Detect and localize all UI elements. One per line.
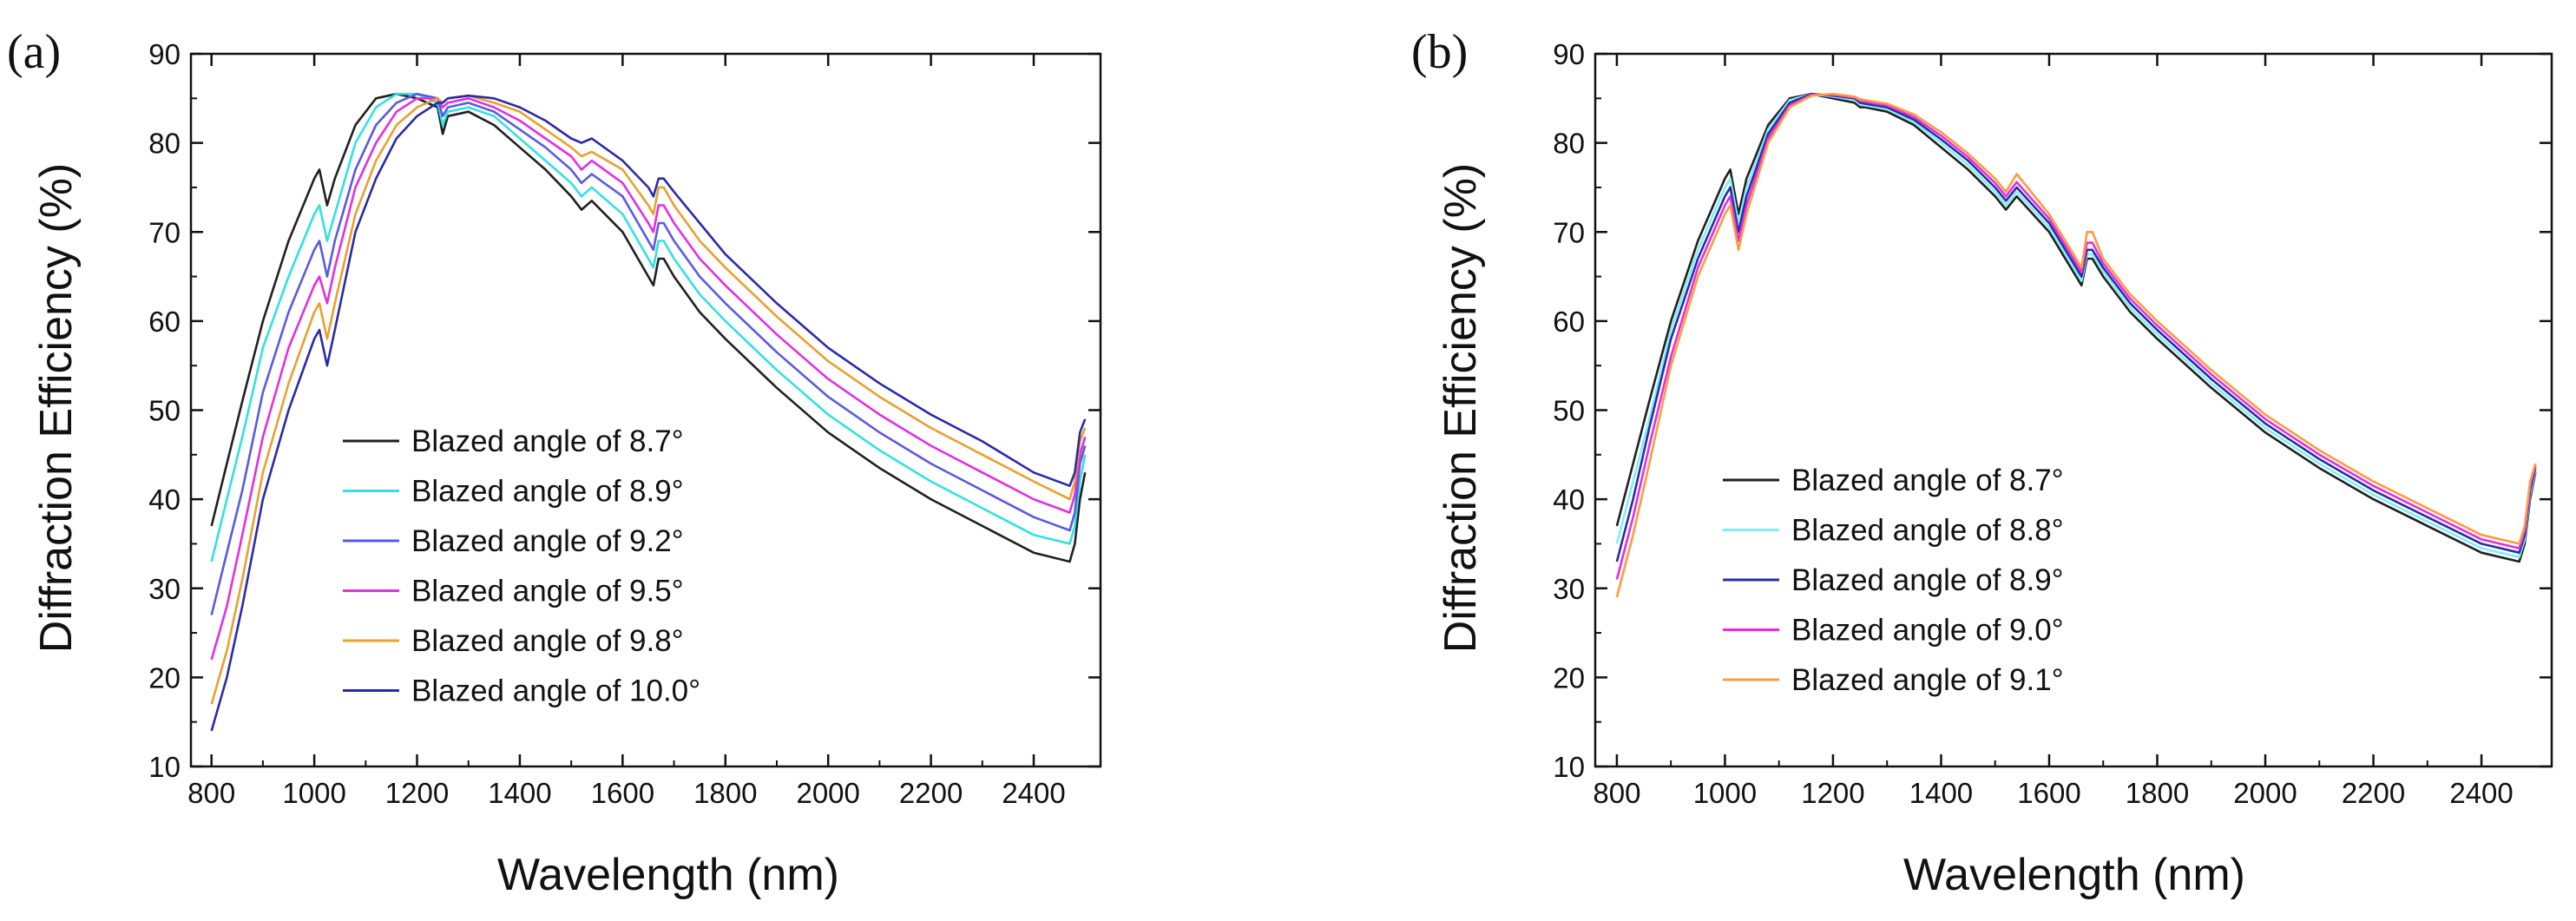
panel-b-x-tick-label: 1600 [2017, 777, 2080, 809]
panel-a-y-tick-label: 90 [148, 38, 181, 70]
panel-a-label: (a) [7, 25, 61, 79]
panel-a-y-tick-label: 20 [148, 661, 181, 694]
panel-a: (a) Diffraction Efficiency (%) Wavelengt… [7, 25, 1102, 900]
panel-a-x-tick-label: 1800 [693, 777, 757, 809]
panel-a-series-line-3 [210, 92, 1087, 615]
panel-a-series-line-2 [210, 92, 1087, 562]
panel-b-series-line-4 [1615, 93, 2537, 580]
panel-a-x-tick-label: 1200 [385, 777, 449, 809]
panel-a-x-tick-label: 1600 [591, 777, 654, 809]
panel-a-legend-label-5: Blazed angle of 9.8° [411, 624, 684, 658]
panel-a-y-tick-label: 70 [148, 216, 181, 248]
panel-b-y-axis-title: Diffraction Efficiency (%) [1436, 163, 1486, 653]
panel-a-legend-label-2: Blazed angle of 8.9° [411, 475, 684, 509]
panel-b-x-tick-label: 2200 [2342, 777, 2405, 809]
panel-b-x-tick-label: 2400 [2449, 777, 2513, 809]
panel-b-label: (b) [1411, 25, 1468, 79]
panel-b-series-line-5 [1615, 92, 2537, 598]
panel-b-series-line-2 [1615, 92, 2537, 559]
panel-a-x-tick-label: 1400 [488, 777, 551, 809]
panel-b-axis-frame [1594, 52, 2553, 768]
panel-a-plot-area: 800 1000 1200 1400 1600 1800 2000 2200 2400 10 20 3… [148, 38, 1102, 809]
panel-a-legend-label-3: Blazed angle of 9.2° [411, 524, 684, 558]
panel-b-x-tick-label: 1800 [2126, 777, 2189, 809]
panel-a-y-tick-label: 80 [148, 128, 181, 160]
panel-b-y-tick-label: 30 [1553, 573, 1585, 605]
panel-a-y-axis-title: Diffraction Efficiency (%) [31, 163, 82, 653]
panel-b-series-line-1 [1615, 92, 2537, 563]
panel-b-x-tick-label: 800 [1593, 777, 1640, 809]
panel-b-x-tick-label: 1000 [1693, 777, 1757, 809]
panel-a-series-line-1 [210, 92, 1087, 563]
panel-a-series-line-5 [210, 94, 1087, 705]
panel-b-legend-label-5: Blazed angle of 9.1° [1791, 663, 2064, 697]
panel-a-x-tick-label: 2000 [796, 777, 859, 809]
panel-b-series-line-3 [1615, 92, 2537, 562]
panel-a-axis-frame [189, 52, 1102, 768]
panel-b-y-tick-label: 60 [1553, 306, 1585, 338]
panel-b-x-tick-label: 2000 [2233, 777, 2297, 809]
panel-a-y-tick-label: 50 [148, 395, 181, 427]
panel-a-y-tick-label: 60 [148, 306, 181, 338]
panel-b-y-tick-label: 10 [1553, 751, 1585, 783]
panel-b-y-tick-label: 40 [1553, 484, 1585, 516]
panel-b-legend-label-1: Blazed angle of 8.7° [1791, 464, 2064, 497]
panel-a-x-axis-title: Wavelength (nm) [497, 850, 839, 900]
panel-a-legend-label-4: Blazed angle of 9.5° [411, 575, 684, 609]
panel-b-legend-label-4: Blazed angle of 9.0° [1791, 614, 2064, 648]
panel-a-y-tick-label: 30 [148, 573, 181, 605]
panel-b-y-tick-label: 50 [1553, 395, 1585, 427]
panel-a-y-tick-label: 10 [148, 751, 181, 783]
panel-a-x-tick-label: 2400 [1002, 777, 1065, 809]
panel-a-y-tick-label: 40 [148, 484, 181, 516]
panel-b-legend-label-2: Blazed angle of 8.8° [1791, 514, 2064, 548]
panel-b-y-tick-label: 70 [1553, 216, 1585, 248]
panel-a-x-tick-label: 2200 [899, 777, 963, 809]
panel-a-legend-label-6: Blazed angle of 10.0° [411, 674, 700, 708]
panel-b-y-tick-label: 80 [1553, 128, 1585, 160]
panel-b-legend-label-3: Blazed angle of 8.9° [1791, 563, 2064, 597]
panel-b: (b) Diffraction Efficiency (%) Wavelengt… [1411, 25, 2553, 900]
panel-b-plot-area: 800 1000 1200 1400 1600 1800 2000 2200 2400 10 20 3… [1553, 38, 2553, 809]
panel-a-x-tick-label: 800 [187, 777, 235, 809]
panel-b-x-tick-label: 1200 [1801, 777, 1864, 809]
panel-b-x-axis-title: Wavelength (nm) [1903, 850, 2245, 900]
panel-a-legend-label-1: Blazed angle of 8.7° [411, 424, 684, 458]
panel-b-y-tick-label: 90 [1553, 38, 1585, 70]
panel-a-series-line-6 [210, 94, 1087, 732]
panel-a-x-tick-label: 1000 [282, 777, 345, 809]
panel-b-x-tick-label: 1400 [1909, 777, 1973, 809]
panel-b-y-tick-label: 20 [1553, 661, 1585, 694]
panel-a-series-line-4 [210, 97, 1087, 661]
